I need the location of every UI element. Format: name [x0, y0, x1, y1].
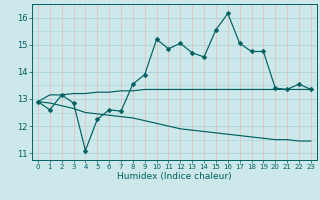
- X-axis label: Humidex (Indice chaleur): Humidex (Indice chaleur): [117, 172, 232, 181]
